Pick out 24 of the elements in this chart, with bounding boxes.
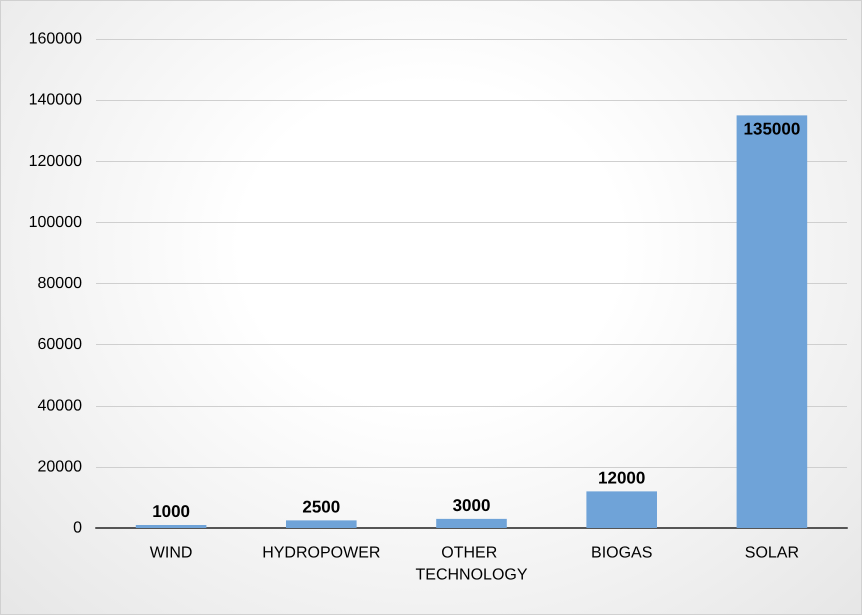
bar — [286, 520, 357, 528]
data-label: 135000 — [744, 119, 800, 138]
x-tick-label: SOLAR — [744, 544, 800, 562]
bar — [736, 115, 808, 528]
y-tick-label: 100000 — [28, 214, 82, 231]
y-tick-label: 140000 — [28, 92, 82, 109]
y-tick-label: 20000 — [38, 458, 82, 476]
bar — [586, 491, 657, 528]
x-tick-label: WIND — [150, 544, 192, 562]
x-tick-label: BIOGAS — [591, 544, 652, 562]
bar — [136, 524, 206, 528]
data-label: 1000 — [152, 502, 190, 521]
data-label: 3000 — [452, 496, 490, 515]
y-tick-label: 160000 — [28, 30, 82, 48]
y-tick-label: 40000 — [38, 397, 82, 414]
data-label: 2500 — [302, 497, 340, 516]
y-tick-label: 80000 — [38, 275, 82, 292]
y-tick-label: 60000 — [38, 336, 82, 354]
x-tick-label: HYDROPOWER — [262, 544, 380, 562]
x-tick-label: OTHER TECHNOLOGY — [415, 544, 528, 584]
y-tick-label: 0 — [73, 520, 82, 536]
y-tick-label: 120000 — [28, 152, 82, 170]
bar — [436, 518, 507, 528]
data-label: 12000 — [598, 468, 646, 488]
